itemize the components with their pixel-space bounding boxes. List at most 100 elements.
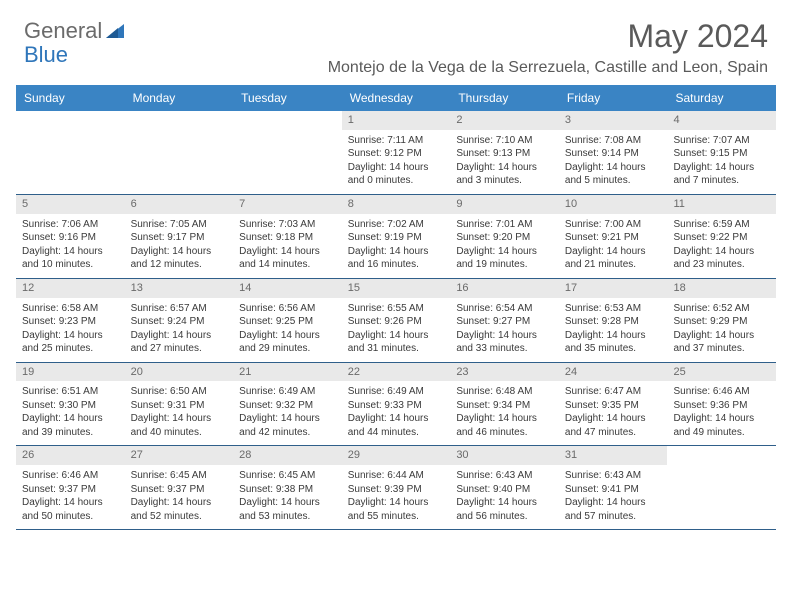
sunrise-line: Sunrise: 6:48 AM xyxy=(456,385,553,399)
day-detail: Sunrise: 6:45 AMSunset: 9:38 PMDaylight:… xyxy=(239,469,336,523)
daylight-line: Daylight: 14 hours and 40 minutes. xyxy=(131,412,228,439)
day-number: 1 xyxy=(342,111,451,130)
daylight-line: Daylight: 14 hours and 55 minutes. xyxy=(348,496,445,523)
daylight-line: Daylight: 14 hours and 53 minutes. xyxy=(239,496,336,523)
sunset-line: Sunset: 9:34 PM xyxy=(456,399,553,413)
sunrise-line: Sunrise: 6:56 AM xyxy=(239,302,336,316)
day-cell: 1Sunrise: 7:11 AMSunset: 9:12 PMDaylight… xyxy=(342,111,451,194)
logo-sail-icon xyxy=(104,22,126,40)
day-cell: 16 Sunrise: 6:54 AMSunset: 9:27 PMDayligh… xyxy=(450,279,559,362)
day-number: 4 xyxy=(667,111,776,130)
sunset-line: Sunset: 9:31 PM xyxy=(131,399,228,413)
day-detail: Sunrise: 6:59 AMSunset: 9:22 PMDaylight:… xyxy=(673,218,770,272)
week-row: 5 Sunrise: 7:06 AMSunset: 9:16 PMDaylight… xyxy=(16,195,776,279)
day-number: 12 xyxy=(16,279,125,298)
location-text: Montejo de la Vega de la Serrezuela, Cas… xyxy=(0,59,792,85)
day-header: Tuesday xyxy=(233,85,342,111)
daylight-line: Daylight: 14 hours and 14 minutes. xyxy=(239,245,336,272)
weeks-container: 1Sunrise: 7:11 AMSunset: 9:12 PMDaylight… xyxy=(16,111,776,530)
sunset-line: Sunset: 9:26 PM xyxy=(348,315,445,329)
sunset-line: Sunset: 9:22 PM xyxy=(673,231,770,245)
day-detail: Sunrise: 6:43 AMSunset: 9:41 PMDaylight:… xyxy=(565,469,662,523)
day-detail: Sunrise: 6:47 AMSunset: 9:35 PMDaylight:… xyxy=(565,385,662,439)
day-cell: 7Sunrise: 7:03 AMSunset: 9:18 PMDaylight… xyxy=(233,195,342,278)
daylight-line: Daylight: 14 hours and 44 minutes. xyxy=(348,412,445,439)
day-number: 10 xyxy=(559,195,668,214)
day-number: 27 xyxy=(125,446,234,465)
sunrise-line: Sunrise: 6:58 AM xyxy=(22,302,119,316)
daylight-line: Daylight: 14 hours and 27 minutes. xyxy=(131,329,228,356)
day-cell: 29Sunrise: 6:44 AMSunset: 9:39 PMDayligh… xyxy=(342,446,451,529)
day-number: 29 xyxy=(342,446,451,465)
sunrise-line: Sunrise: 7:07 AM xyxy=(673,134,770,148)
day-detail: Sunrise: 7:01 AMSunset: 9:20 PMDaylight:… xyxy=(456,218,553,272)
day-header: Friday xyxy=(559,85,668,111)
day-detail: Sunrise: 6:58 AMSunset: 9:23 PMDaylight:… xyxy=(22,302,119,356)
day-cell: 19Sunrise: 6:51 AMSunset: 9:30 PMDayligh… xyxy=(16,363,125,446)
sunset-line: Sunset: 9:20 PM xyxy=(456,231,553,245)
logo: General xyxy=(24,18,128,44)
sunrise-line: Sunrise: 6:50 AM xyxy=(131,385,228,399)
daylight-line: Daylight: 14 hours and 47 minutes. xyxy=(565,412,662,439)
sunset-line: Sunset: 9:19 PM xyxy=(348,231,445,245)
daylight-line: Daylight: 14 hours and 29 minutes. xyxy=(239,329,336,356)
day-cell: 9Sunrise: 7:01 AMSunset: 9:20 PMDaylight… xyxy=(450,195,559,278)
daylight-line: Daylight: 14 hours and 23 minutes. xyxy=(673,245,770,272)
day-cell-empty xyxy=(125,111,234,194)
day-cell: 30Sunrise: 6:43 AMSunset: 9:40 PMDayligh… xyxy=(450,446,559,529)
sunset-line: Sunset: 9:32 PM xyxy=(239,399,336,413)
day-number: 5 xyxy=(16,195,125,214)
sunrise-line: Sunrise: 6:52 AM xyxy=(673,302,770,316)
day-cell: 4Sunrise: 7:07 AMSunset: 9:15 PMDaylight… xyxy=(667,111,776,194)
day-detail: Sunrise: 7:03 AMSunset: 9:18 PMDaylight:… xyxy=(239,218,336,272)
day-number: 13 xyxy=(125,279,234,298)
day-detail: Sunrise: 6:54 AMSunset: 9:27 PMDaylight:… xyxy=(456,302,553,356)
day-detail: Sunrise: 7:06 AMSunset: 9:16 PMDaylight:… xyxy=(22,218,119,272)
day-number: 28 xyxy=(233,446,342,465)
day-cell: 21Sunrise: 6:49 AMSunset: 9:32 PMDayligh… xyxy=(233,363,342,446)
daylight-line: Daylight: 14 hours and 0 minutes. xyxy=(348,161,445,188)
day-number: 24 xyxy=(559,363,668,382)
daylight-line: Daylight: 14 hours and 16 minutes. xyxy=(348,245,445,272)
week-row: 26Sunrise: 6:46 AMSunset: 9:37 PMDayligh… xyxy=(16,446,776,530)
day-cell: 31 Sunrise: 6:43 AMSunset: 9:41 PMDayligh… xyxy=(559,446,668,529)
day-detail: Sunrise: 6:53 AMSunset: 9:28 PMDaylight:… xyxy=(565,302,662,356)
sunrise-line: Sunrise: 6:43 AM xyxy=(565,469,662,483)
day-number: 22 xyxy=(342,363,451,382)
sunrise-line: Sunrise: 6:49 AM xyxy=(348,385,445,399)
sunset-line: Sunset: 9:30 PM xyxy=(22,399,119,413)
day-cell: 5 Sunrise: 7:06 AMSunset: 9:16 PMDaylight… xyxy=(16,195,125,278)
daylight-line: Daylight: 14 hours and 12 minutes. xyxy=(131,245,228,272)
daylight-line: Daylight: 14 hours and 21 minutes. xyxy=(565,245,662,272)
day-number: 16 xyxy=(450,279,559,298)
week-row: 1Sunrise: 7:11 AMSunset: 9:12 PMDaylight… xyxy=(16,111,776,195)
sunrise-line: Sunrise: 7:02 AM xyxy=(348,218,445,232)
day-header: Sunday xyxy=(16,85,125,111)
day-header: Saturday xyxy=(667,85,776,111)
day-cell: 12 Sunrise: 6:58 AMSunset: 9:23 PMDayligh… xyxy=(16,279,125,362)
sunset-line: Sunset: 9:38 PM xyxy=(239,483,336,497)
day-number: 6 xyxy=(125,195,234,214)
day-cell: 11Sunrise: 6:59 AMSunset: 9:22 PMDayligh… xyxy=(667,195,776,278)
day-header: Monday xyxy=(125,85,234,111)
sunrise-line: Sunrise: 7:01 AM xyxy=(456,218,553,232)
day-header-row: SundayMondayTuesdayWednesdayThursdayFrid… xyxy=(16,85,776,111)
day-cell: 10Sunrise: 7:00 AMSunset: 9:21 PMDayligh… xyxy=(559,195,668,278)
day-detail: Sunrise: 7:08 AMSunset: 9:14 PMDaylight:… xyxy=(565,134,662,188)
sunrise-line: Sunrise: 7:10 AM xyxy=(456,134,553,148)
sunset-line: Sunset: 9:41 PM xyxy=(565,483,662,497)
day-detail: Sunrise: 6:46 AMSunset: 9:36 PMDaylight:… xyxy=(673,385,770,439)
day-number: 31 xyxy=(559,446,668,465)
sunrise-line: Sunrise: 7:03 AM xyxy=(239,218,336,232)
logo-text-blue: Blue xyxy=(24,42,68,67)
day-detail: Sunrise: 6:45 AMSunset: 9:37 PMDaylight:… xyxy=(131,469,228,523)
daylight-line: Daylight: 14 hours and 19 minutes. xyxy=(456,245,553,272)
sunrise-line: Sunrise: 6:46 AM xyxy=(22,469,119,483)
sunset-line: Sunset: 9:37 PM xyxy=(22,483,119,497)
sunrise-line: Sunrise: 6:45 AM xyxy=(131,469,228,483)
daylight-line: Daylight: 14 hours and 3 minutes. xyxy=(456,161,553,188)
daylight-line: Daylight: 14 hours and 35 minutes. xyxy=(565,329,662,356)
calendar: SundayMondayTuesdayWednesdayThursdayFrid… xyxy=(16,85,776,530)
header: General May 2024 xyxy=(0,0,792,59)
day-cell: 24 Sunrise: 6:47 AMSunset: 9:35 PMDayligh… xyxy=(559,363,668,446)
